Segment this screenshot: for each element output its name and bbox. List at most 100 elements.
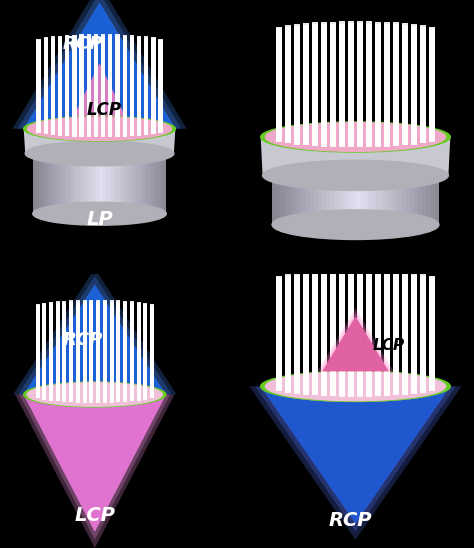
Bar — [366, 30, 372, 136]
Bar — [411, 27, 417, 133]
Bar — [303, 287, 309, 393]
Bar — [101, 43, 105, 130]
Polygon shape — [397, 142, 401, 225]
Bar — [420, 25, 426, 130]
Ellipse shape — [33, 202, 166, 225]
Bar — [144, 41, 148, 127]
Bar — [130, 45, 134, 132]
Polygon shape — [314, 142, 318, 225]
Polygon shape — [276, 142, 281, 225]
Polygon shape — [305, 142, 310, 225]
Bar — [42, 313, 46, 399]
Polygon shape — [389, 142, 393, 225]
Bar — [137, 36, 141, 122]
Bar — [366, 42, 372, 147]
Polygon shape — [76, 153, 80, 214]
Bar — [357, 287, 363, 392]
Bar — [42, 307, 46, 394]
Bar — [285, 280, 291, 386]
Bar — [348, 24, 354, 129]
Bar — [42, 310, 46, 396]
Polygon shape — [136, 153, 139, 214]
Bar — [321, 32, 327, 138]
Bar — [51, 43, 55, 129]
Bar — [103, 315, 107, 401]
Bar — [312, 38, 318, 144]
Bar — [303, 35, 309, 140]
Polygon shape — [289, 142, 293, 225]
Bar — [94, 45, 98, 132]
Bar — [285, 283, 291, 389]
Bar — [294, 34, 300, 140]
Bar — [117, 300, 120, 387]
Bar — [321, 273, 327, 379]
Bar — [80, 36, 84, 122]
Bar — [357, 275, 363, 381]
Polygon shape — [319, 312, 392, 372]
Bar — [80, 50, 84, 137]
Bar — [63, 302, 66, 389]
Bar — [76, 304, 80, 390]
Bar — [123, 50, 127, 136]
Bar — [330, 275, 336, 381]
Bar — [108, 38, 112, 124]
Bar — [90, 313, 93, 399]
Bar — [72, 47, 76, 133]
Bar — [76, 306, 80, 392]
Bar — [402, 284, 408, 389]
Bar — [348, 26, 354, 132]
Bar — [117, 309, 120, 396]
Bar — [115, 45, 119, 132]
Bar — [94, 49, 98, 135]
Bar — [375, 35, 381, 140]
Bar — [151, 42, 155, 128]
Bar — [420, 30, 426, 135]
Bar — [56, 315, 60, 402]
Bar — [285, 25, 291, 130]
Bar — [117, 304, 120, 390]
Bar — [94, 51, 98, 137]
Bar — [123, 42, 127, 128]
Polygon shape — [272, 142, 276, 225]
Bar — [144, 39, 148, 125]
Bar — [321, 26, 327, 132]
Bar — [130, 315, 134, 402]
Bar — [393, 290, 399, 396]
Polygon shape — [116, 153, 119, 214]
Bar — [137, 37, 141, 123]
Bar — [158, 39, 163, 126]
Bar — [348, 28, 354, 134]
Bar — [366, 39, 372, 145]
Bar — [130, 307, 134, 394]
Bar — [330, 291, 336, 396]
Bar — [69, 306, 73, 392]
Bar — [94, 34, 98, 121]
Bar — [402, 32, 408, 138]
Bar — [384, 290, 390, 396]
Bar — [357, 284, 363, 390]
Bar — [151, 41, 155, 127]
Bar — [36, 310, 39, 397]
Bar — [375, 271, 381, 376]
Polygon shape — [322, 316, 389, 372]
Bar — [130, 306, 134, 392]
Bar — [384, 24, 390, 129]
Bar — [321, 278, 327, 383]
Bar — [137, 310, 141, 397]
Bar — [80, 47, 84, 133]
Bar — [96, 300, 100, 386]
Bar — [420, 277, 426, 383]
Bar — [357, 37, 363, 142]
Bar — [276, 277, 282, 383]
Polygon shape — [418, 142, 422, 225]
Bar — [90, 307, 93, 393]
Bar — [303, 28, 309, 134]
Bar — [36, 46, 41, 133]
Polygon shape — [322, 142, 326, 225]
Bar — [429, 281, 435, 387]
Bar — [150, 305, 154, 392]
Polygon shape — [19, 395, 170, 540]
Bar — [285, 31, 291, 136]
Text: RCP: RCP — [329, 511, 373, 530]
Bar — [303, 31, 309, 136]
